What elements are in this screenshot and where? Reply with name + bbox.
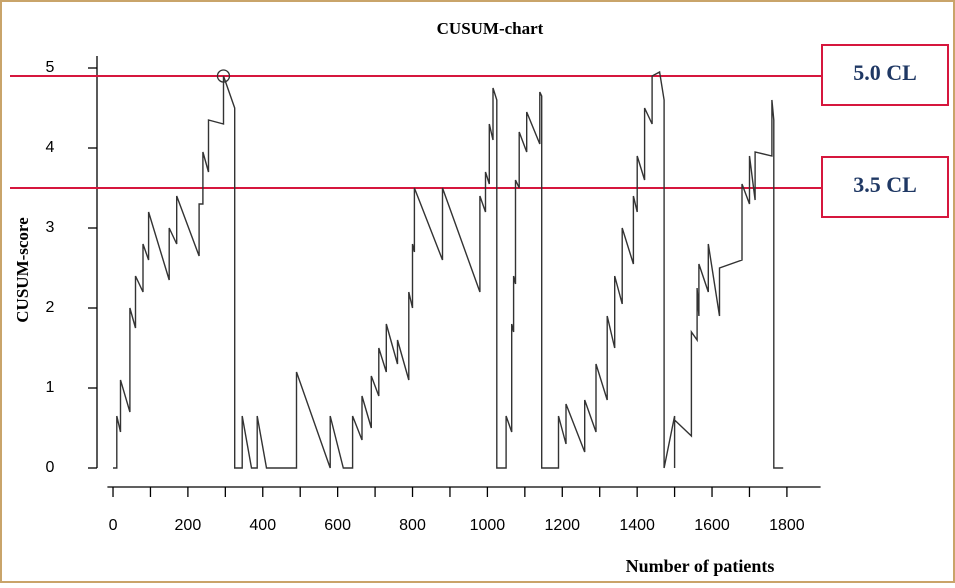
- x-tick-label: 1200: [544, 517, 580, 534]
- y-tick-label: 4: [46, 139, 55, 156]
- control-label: 3.5 CL: [853, 172, 917, 197]
- control-label: 5.0 CL: [853, 60, 917, 85]
- x-tick-label: 1600: [694, 517, 730, 534]
- x-tick-label: 800: [399, 517, 426, 534]
- control-label-box: [821, 156, 949, 218]
- y-axis-label: CUSUM-score: [13, 217, 32, 323]
- x-tick-label: 1000: [470, 517, 506, 534]
- y-tick-label: 5: [46, 59, 55, 76]
- chart-title: CUSUM-chart: [437, 19, 544, 38]
- y-tick-label: 0: [46, 459, 55, 476]
- cusum-line: [113, 70, 784, 469]
- x-tick-label: 0: [109, 517, 118, 534]
- highlight-marker: [216, 69, 231, 83]
- x-tick-label: 600: [324, 517, 351, 534]
- x-tick-label: 1800: [769, 517, 805, 534]
- control-label-box: [821, 44, 949, 106]
- x-tick-label: 400: [249, 517, 276, 534]
- x-tick-label: 1400: [619, 517, 655, 534]
- x-tick-label: 200: [175, 517, 202, 534]
- y-tick-label: 3: [46, 219, 55, 236]
- y-tick-label: 1: [46, 379, 55, 396]
- y-tick-label: 2: [46, 299, 55, 316]
- x-axis-label: Number of patients: [626, 556, 775, 576]
